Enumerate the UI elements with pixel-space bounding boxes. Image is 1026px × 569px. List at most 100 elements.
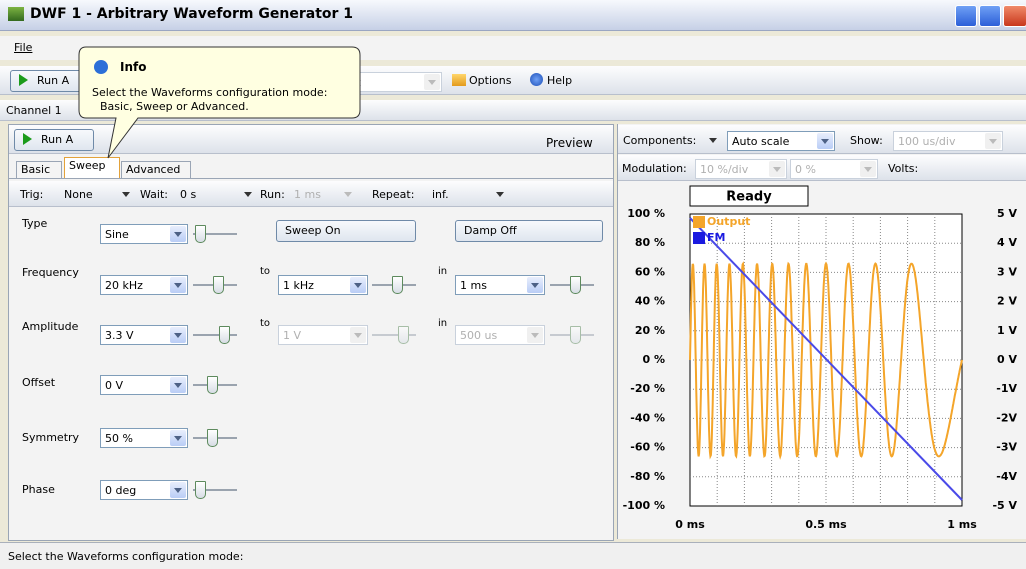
frequency-label: Frequency [22, 266, 79, 279]
left-tick-label: -40 % [630, 411, 665, 424]
right-tick-label: -4V [996, 470, 1017, 483]
left-tick-label: 40 % [635, 295, 665, 308]
amplitude-in-label: in [438, 318, 448, 329]
amplitude-label: Amplitude [22, 320, 79, 333]
repeat-dropdown[interactable]: inf. [428, 186, 504, 204]
autoscale-combo[interactable]: Auto scale [727, 131, 835, 151]
frequency-in-slider[interactable] [550, 274, 594, 296]
run-all-label: Run A [37, 74, 70, 87]
frequency-to-value: 1 kHz [283, 279, 314, 292]
wait-value: 0 s [180, 188, 197, 201]
amplitude-in-slider [550, 324, 594, 346]
tooltip-title: Info [120, 60, 147, 74]
maximize-button[interactable] [979, 5, 1001, 27]
offset-slider[interactable] [193, 374, 237, 396]
sweep-button[interactable]: Sweep On [276, 220, 416, 242]
right-tick-label: -3V [996, 441, 1017, 454]
symmetry-combo[interactable]: 50 % [100, 428, 188, 448]
wait-label: Wait: [140, 188, 168, 201]
components-dropdown[interactable]: Components: [623, 132, 723, 150]
damp-button[interactable]: Damp Off [455, 220, 603, 242]
frequency-value: 20 kHz [105, 279, 143, 292]
right-tick-label: -2V [996, 411, 1017, 424]
offset-combo[interactable]: 0 V [100, 375, 188, 395]
frequency-in-combo[interactable]: 1 ms [455, 275, 545, 295]
frequency-to-slider[interactable] [372, 274, 416, 296]
modulation-label: Modulation: [622, 162, 687, 175]
tab-divider [9, 178, 613, 179]
run-label: Run: [260, 188, 285, 201]
output-trace [689, 261, 963, 460]
legend-swatch [693, 232, 705, 244]
left-tick-label: -100 % [623, 499, 665, 512]
help-button[interactable]: Help [547, 74, 573, 87]
left-tick-label: 100 % [627, 207, 665, 220]
mod-offset-value: 0 % [795, 163, 816, 176]
left-tick-label: -20 % [630, 382, 665, 395]
tooltip-balloon [78, 46, 361, 159]
help-icon [530, 73, 543, 86]
frequency-to-combo[interactable]: 1 kHz [278, 275, 368, 295]
phase-combo[interactable]: 0 deg [100, 480, 188, 500]
run-dropdown: 1 ms [290, 186, 352, 204]
mod-div-combo: 10 %/div [695, 159, 787, 179]
frequency-slider[interactable] [193, 274, 237, 296]
phase-label: Phase [22, 483, 55, 496]
phase-slider[interactable] [193, 479, 237, 501]
options-button[interactable]: Options [469, 74, 512, 87]
status-bar [0, 542, 1026, 569]
options-icon [452, 74, 466, 86]
right-tick-label: 0 V [997, 353, 1017, 366]
symmetry-value: 50 % [105, 432, 133, 445]
autoscale-value: Auto scale [732, 135, 790, 148]
minimize-button[interactable] [955, 5, 977, 27]
frequency-combo[interactable]: 20 kHz [100, 275, 188, 295]
app-icon [8, 7, 24, 21]
trig-value: None [64, 188, 93, 201]
frequency-in-label: in [438, 266, 448, 277]
run-all-button[interactable]: Run A [10, 70, 90, 92]
offset-label: Offset [22, 376, 56, 389]
preview-label: Preview [546, 136, 593, 150]
frequency-to-label: to [260, 266, 271, 277]
amplitude-to-label: to [260, 318, 271, 329]
left-tick-label: -60 % [630, 441, 665, 454]
fm-trace [689, 217, 963, 501]
tab-basic[interactable]: Basic [16, 161, 62, 178]
symmetry-slider[interactable] [193, 427, 237, 449]
trig-label: Trig: [20, 188, 44, 201]
x-tick-label: 1 ms [947, 518, 977, 531]
tab-advanced[interactable]: Advanced [121, 161, 191, 178]
run-value: 1 ms [294, 188, 321, 201]
left-tick-label: 60 % [635, 265, 665, 278]
amplitude-to-value: 1 V [283, 329, 302, 342]
trig-dropdown[interactable]: None [60, 186, 130, 204]
volts-label: Volts: [888, 162, 919, 175]
trigger-bar [9, 181, 613, 207]
repeat-value: inf. [432, 188, 449, 201]
amplitude-combo[interactable]: 3.3 V [100, 325, 188, 345]
legend-label: Output [707, 215, 750, 228]
legend-label: FM [707, 231, 725, 244]
left-tick-label: 20 % [635, 324, 665, 337]
right-tick-label: -1V [996, 382, 1017, 395]
amplitude-in-value: 500 us [460, 329, 498, 342]
title-bar [0, 0, 1026, 31]
phase-value: 0 deg [105, 484, 137, 497]
right-tick-label: 1 V [997, 324, 1017, 337]
frequency-in-value: 1 ms [460, 279, 487, 292]
type-slider[interactable] [193, 223, 237, 245]
close-button[interactable] [1003, 5, 1026, 27]
type-combo[interactable]: Sine [100, 224, 188, 244]
right-tick-label: -5 V [992, 499, 1017, 512]
amplitude-slider[interactable] [193, 324, 237, 346]
menu-file[interactable]: File [14, 41, 33, 54]
tab-sweep[interactable]: Sweep [64, 157, 120, 178]
window-title: DWF 1 - Arbitrary Waveform Generator 1 [30, 6, 354, 22]
run-channel-button[interactable]: Run A [14, 129, 94, 151]
status-text: Select the Waveforms configuration mode: [8, 550, 244, 563]
left-tick-label: 0 % [642, 353, 665, 366]
right-tick-label: 4 V [997, 236, 1017, 249]
mod-div-value: 10 %/div [700, 163, 749, 176]
wait-dropdown[interactable]: 0 s [176, 186, 252, 204]
